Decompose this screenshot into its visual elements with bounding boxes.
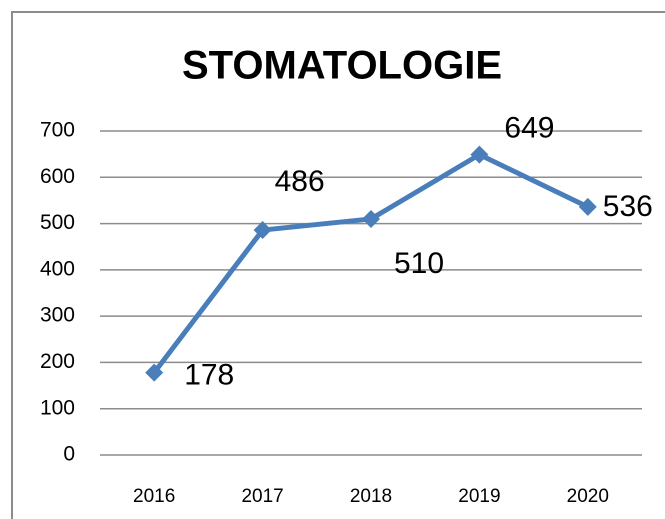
y-tick-label: 400 bbox=[40, 257, 75, 280]
data-label: 510 bbox=[394, 247, 444, 280]
chart-title: STOMATOLOGIE bbox=[182, 44, 502, 88]
x-tick-label: 2016 bbox=[133, 486, 175, 507]
marker bbox=[578, 197, 597, 216]
y-tick-label: 600 bbox=[40, 165, 75, 188]
x-tick-label: 2020 bbox=[567, 486, 609, 507]
x-tick-label: 2017 bbox=[241, 486, 283, 507]
y-tick-label: 700 bbox=[40, 119, 75, 142]
data-label: 649 bbox=[504, 112, 554, 145]
x-tick-label: 2018 bbox=[350, 486, 392, 507]
marker bbox=[253, 221, 272, 240]
y-tick-label: 300 bbox=[40, 304, 75, 327]
data-label: 536 bbox=[603, 190, 653, 223]
data-label: 178 bbox=[184, 359, 234, 392]
x-tick-label: 2019 bbox=[458, 486, 500, 507]
marker bbox=[470, 145, 489, 164]
y-tick-label: 500 bbox=[40, 211, 75, 234]
y-tick-label: 200 bbox=[40, 350, 75, 373]
marker bbox=[145, 363, 164, 382]
chart-frame bbox=[11, 11, 665, 519]
y-tick-label: 0 bbox=[63, 443, 75, 466]
marker bbox=[362, 209, 380, 228]
data-label: 486 bbox=[275, 165, 325, 198]
y-tick-label: 100 bbox=[40, 396, 75, 419]
